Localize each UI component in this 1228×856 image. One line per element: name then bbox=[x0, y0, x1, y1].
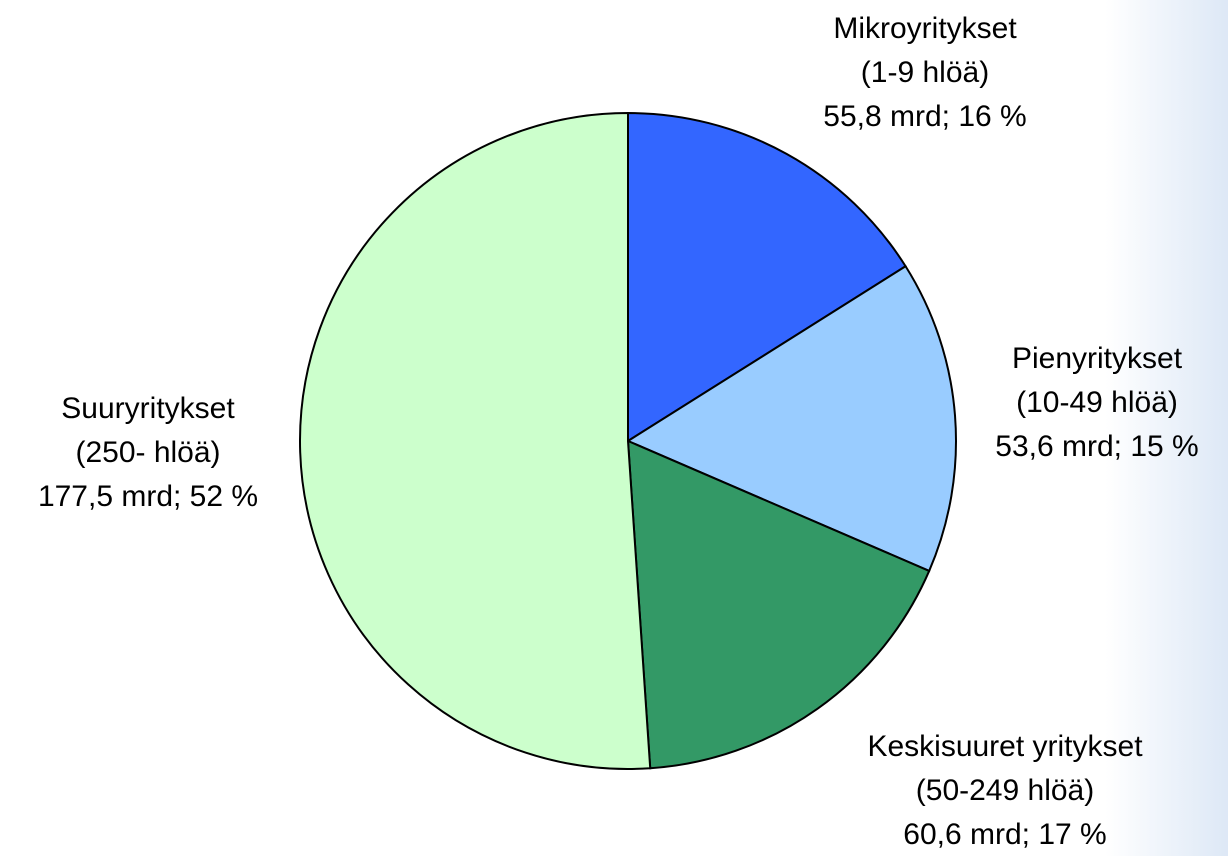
slice-label: Suuryritykset bbox=[61, 392, 235, 425]
slice-label: Pienyritykset bbox=[1012, 342, 1183, 375]
value-label: 60,6 mrd; 17 % bbox=[903, 818, 1106, 851]
value-label: 177,5 mrd; 52 % bbox=[38, 480, 258, 513]
slice-label: (10-49 hlöä) bbox=[1016, 386, 1178, 419]
pie-slice bbox=[625, 264, 957, 573]
slice-label: (50-249 hlöä) bbox=[916, 774, 1094, 807]
pie-slice bbox=[627, 111, 907, 443]
pie-slice bbox=[299, 111, 652, 770]
pie-slice bbox=[626, 439, 931, 770]
value-label: 53,6 mrd; 15 % bbox=[995, 430, 1198, 463]
slice-label: (250- hlöä) bbox=[75, 436, 220, 469]
slice-label: (1-9 hlöä) bbox=[861, 56, 989, 89]
slice-label: Keskisuuret yritykset bbox=[867, 730, 1143, 763]
value-label: 55,8 mrd; 16 % bbox=[823, 100, 1026, 133]
slice-label: Mikroyritykset bbox=[833, 12, 1017, 45]
